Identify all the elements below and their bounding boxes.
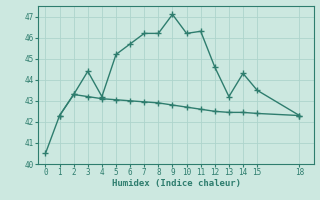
- X-axis label: Humidex (Indice chaleur): Humidex (Indice chaleur): [111, 179, 241, 188]
